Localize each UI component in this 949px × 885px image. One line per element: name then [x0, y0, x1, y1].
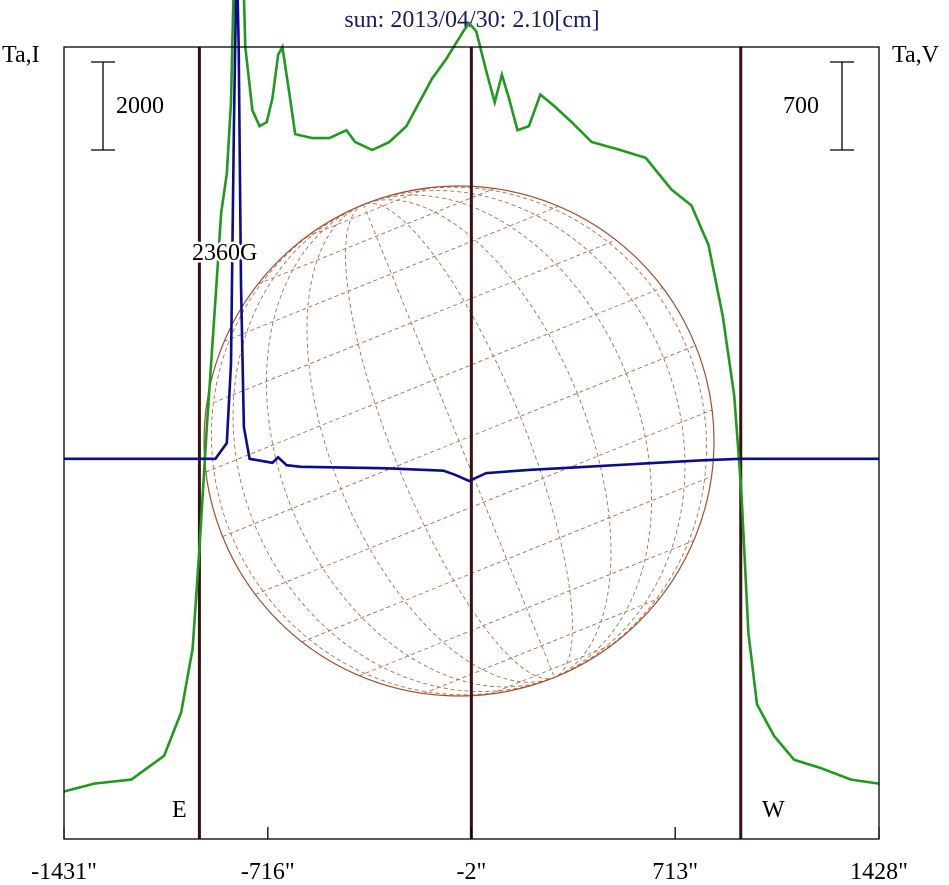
- west-limb-label: W: [762, 797, 785, 823]
- latitude-line: [224, 205, 559, 342]
- chart-title: sun: 2013/04/30: 2.10[cm]: [344, 7, 599, 33]
- x-tick-label: 1428": [850, 859, 908, 885]
- solar-disk: [203, 185, 715, 697]
- x-tick-label: 713": [652, 859, 698, 885]
- x-tick-label: -2": [456, 859, 486, 885]
- right-axis-label: Ta,V: [892, 42, 940, 68]
- latitude-line: [255, 409, 713, 595]
- right-scale-bar: [830, 61, 854, 151]
- limb-lines: [197, 47, 743, 839]
- latitude-line: [257, 188, 495, 285]
- peak-label: 2360G: [192, 240, 257, 266]
- latitude-line: [423, 597, 661, 694]
- polarization-line: [64, 0, 879, 483]
- left-axis-label: Ta,I: [2, 42, 40, 68]
- intensity-line: [63, 0, 880, 793]
- right-scale-label: 700: [783, 93, 819, 119]
- x-tick-label: -716": [241, 859, 295, 885]
- x-tick-label: -1431": [31, 859, 97, 885]
- left-scale-bar: [91, 61, 115, 151]
- latitude-line: [301, 476, 712, 643]
- disk-grid: [205, 186, 713, 696]
- disk-limb: [203, 185, 715, 697]
- left-scale-label: 2000: [116, 93, 164, 119]
- latitude-line: [489, 644, 613, 695]
- east-limb-label: E: [172, 797, 187, 823]
- x-axis-ticks: -1431" -716" -2" 713" 1428": [31, 827, 908, 885]
- central-meridian: [363, 204, 555, 678]
- longitude-line: [211, 186, 707, 696]
